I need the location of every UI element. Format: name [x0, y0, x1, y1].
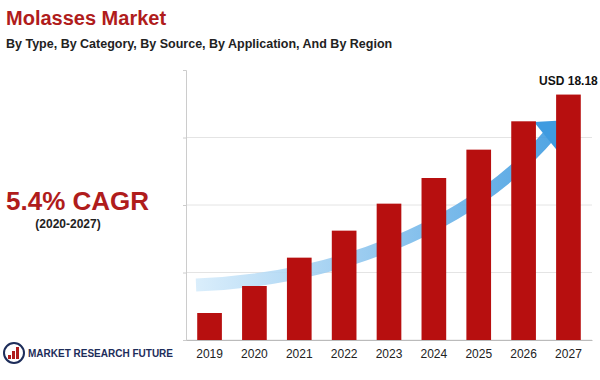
cagr-text: 5.4% CAGR [6, 186, 149, 216]
x-tick-label: 2019 [196, 347, 223, 361]
cagr-period: (2020-2027) [35, 217, 100, 231]
x-tick: 2021 [286, 347, 313, 361]
logo-bar [8, 355, 11, 359]
x-tick: 2023 [376, 347, 403, 361]
x-tick: 2025 [465, 347, 492, 361]
y-tick [183, 205, 186, 206]
chart-svg: 2019 2020 2021 2022 2023 2024 2025 2026 2027 Mola… [0, 0, 600, 380]
x-axis-line [187, 340, 593, 341]
logo-bar [16, 347, 19, 359]
brand-text: MARKET RESEARCH FUTURE [28, 348, 173, 359]
x-tick-label: 2021 [286, 347, 313, 361]
y-tick-mark [183, 138, 186, 139]
bar [422, 178, 447, 340]
logo-bar [12, 351, 15, 359]
y-tick [183, 340, 186, 341]
bar [466, 150, 491, 340]
x-tick: 2024 [421, 347, 448, 361]
title: Molasses Market [6, 7, 166, 29]
y-tick [183, 273, 186, 274]
x-tick-label: 2020 [241, 347, 268, 361]
y-tick [183, 138, 186, 139]
y-axis-line [183, 71, 187, 341]
x-tick: 2022 [331, 347, 358, 361]
x-tick-label: 2026 [510, 347, 537, 361]
logo-ring [4, 343, 24, 363]
bar [377, 204, 402, 340]
y-tick-mark [183, 273, 186, 274]
bar [242, 286, 267, 340]
y-tick-mark [183, 205, 186, 206]
bar [556, 95, 581, 340]
x-tick: 2026 [510, 347, 537, 361]
value-annotation: USD 18.18 [539, 74, 598, 88]
x-tick-label: 2022 [331, 347, 358, 361]
subtitle: By Type, By Category, By Source, By Appl… [6, 37, 392, 51]
x-tick-label: 2024 [421, 347, 448, 361]
x-axis: 2019 2020 2021 2022 2023 2024 2025 2026 2027 [187, 341, 593, 361]
background [0, 0, 600, 380]
x-tick: 2020 [241, 347, 268, 361]
x-tick-label: 2023 [376, 347, 403, 361]
bars [197, 95, 581, 340]
y-axis [183, 71, 187, 341]
brand-logo [4, 343, 24, 363]
x-tick-label: 2027 [555, 347, 582, 361]
x-tick: 2019 [196, 347, 223, 361]
arrow-body [196, 132, 552, 285]
x-tick-label: 2025 [465, 347, 492, 361]
y-tick-mark [183, 340, 186, 341]
bar [332, 231, 357, 340]
bar [197, 313, 222, 340]
bar [287, 258, 312, 340]
x-tick: 2027 [555, 347, 582, 361]
bar [511, 121, 536, 340]
